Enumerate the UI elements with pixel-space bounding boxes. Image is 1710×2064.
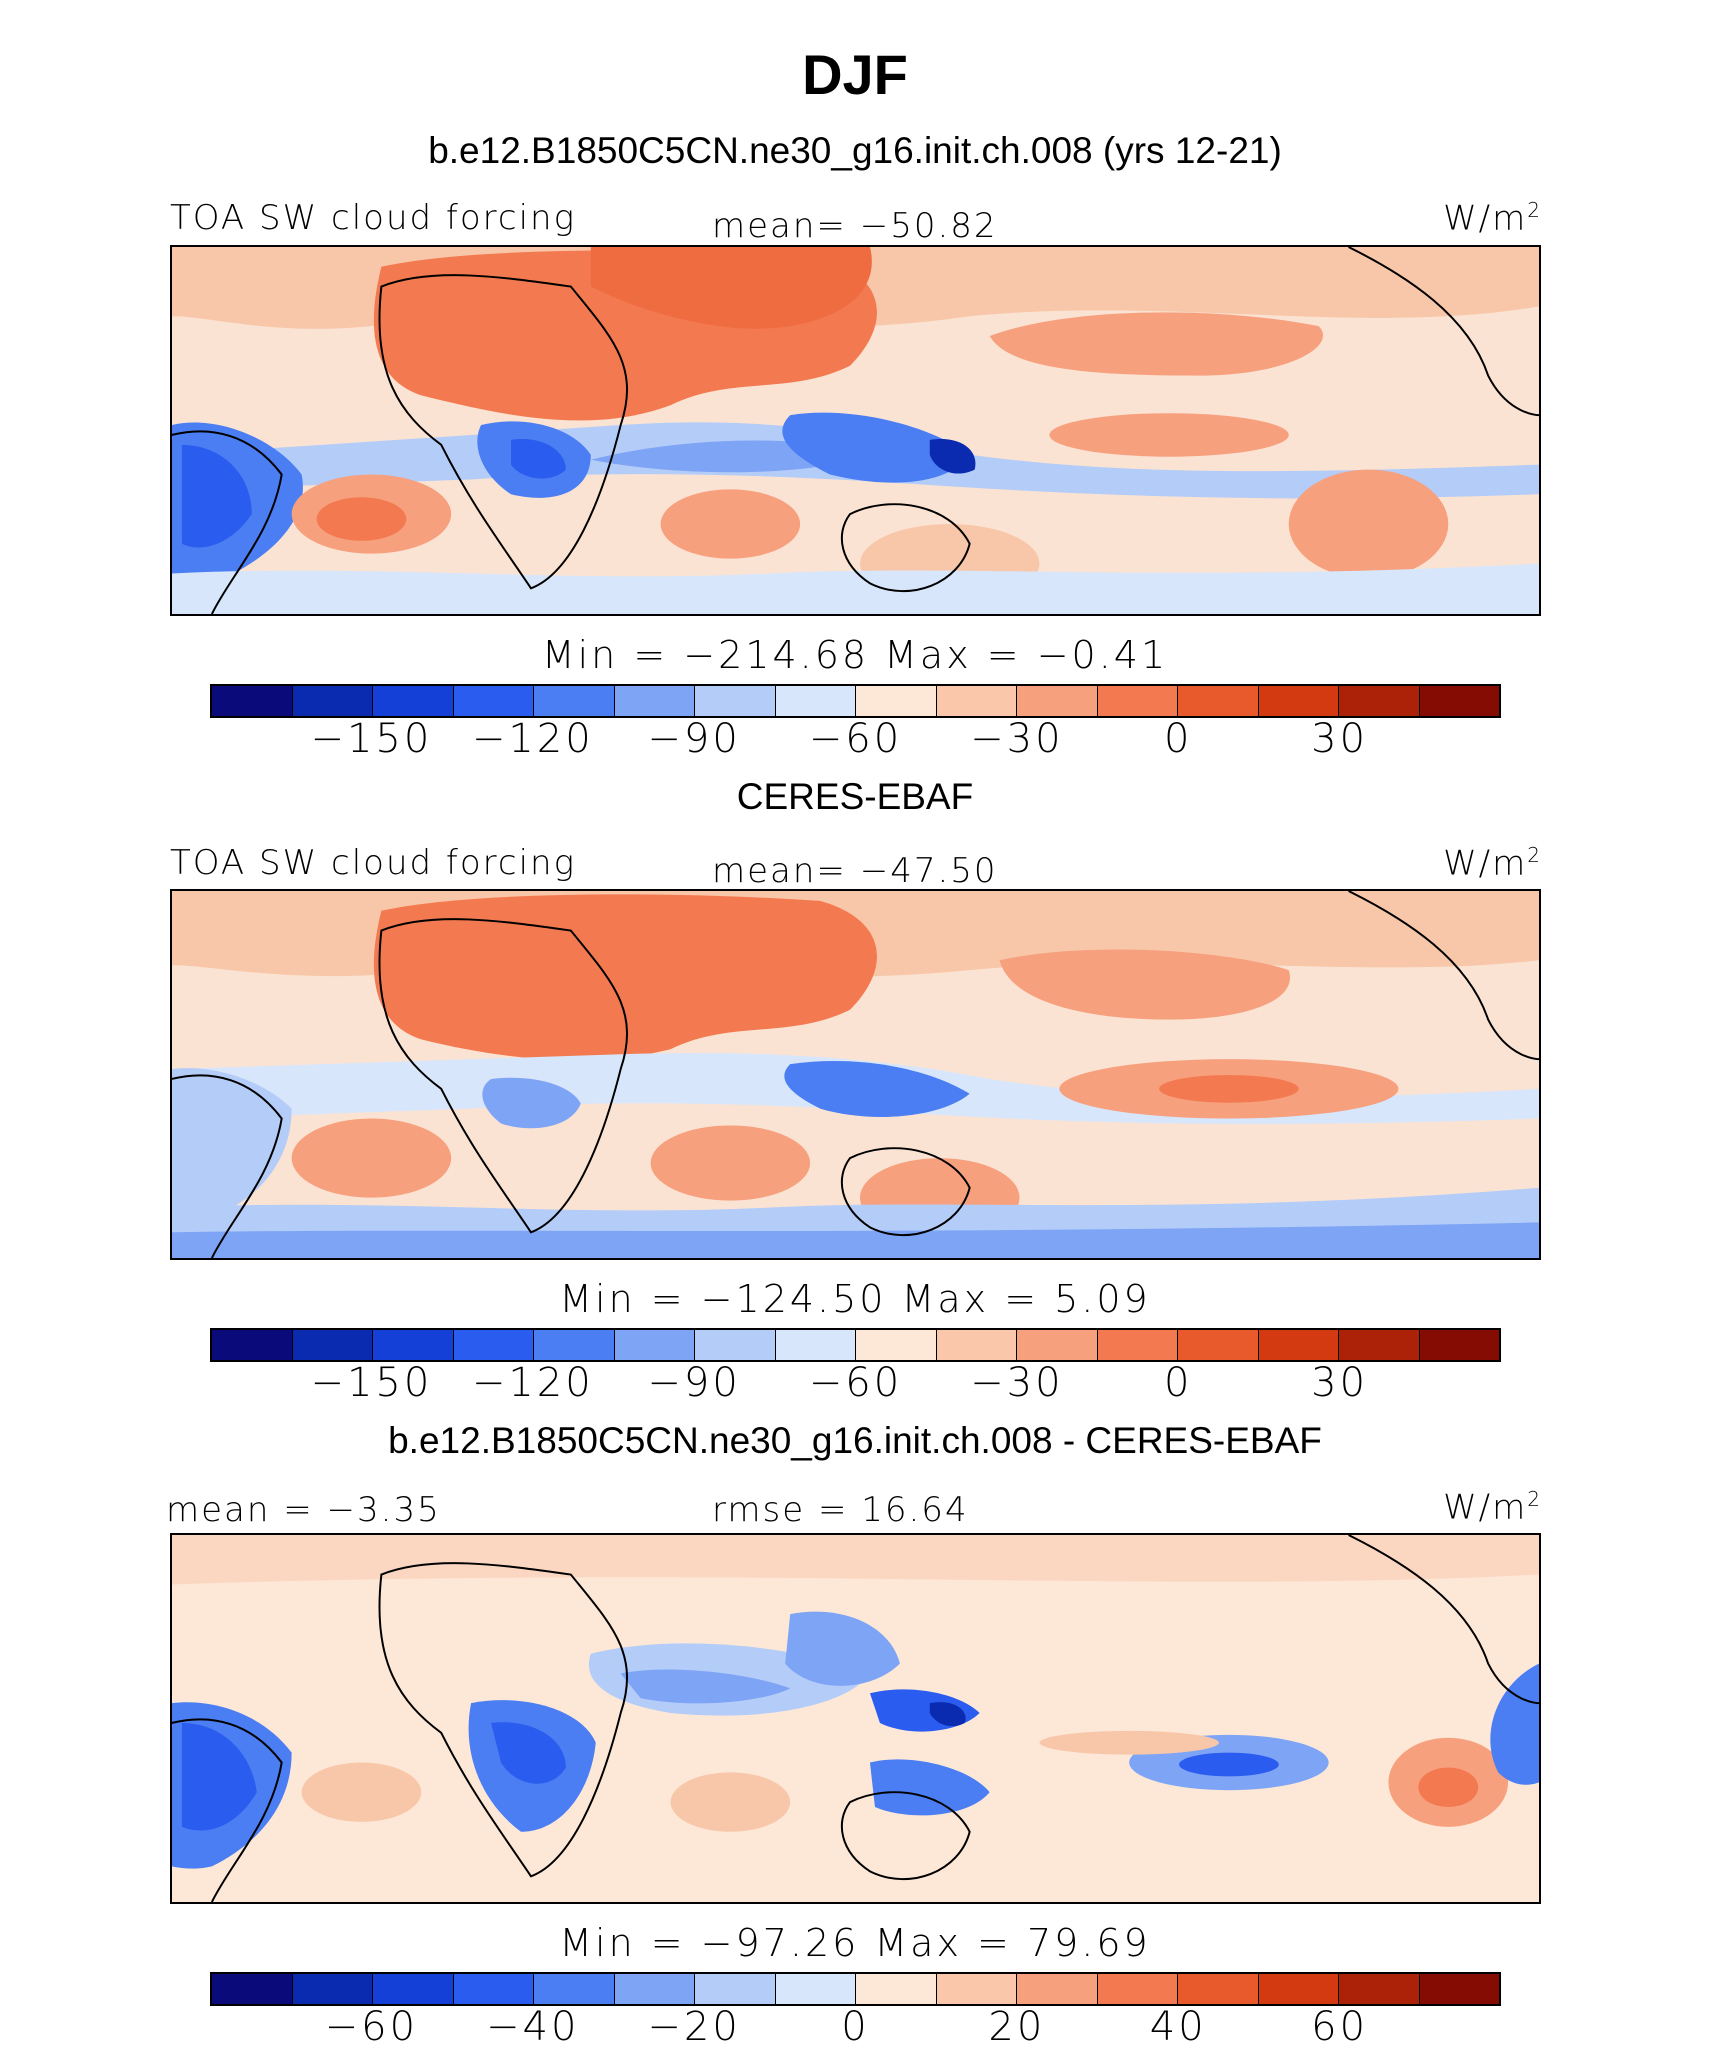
colorbar-tick-label: −90 [647,716,741,762]
colorbar-tick-label: 0 [1164,1360,1193,1406]
colorbar-tick-label: −150 [310,716,433,762]
colorbar-swatch [212,1974,293,2004]
colorbar-swatch [936,686,1017,716]
colorbar-swatch [856,1974,937,2004]
panel1-minmax: Min = −214.68 Max = −0.41 [541,633,1169,677]
colorbar-tick-label: −20 [647,2004,741,2050]
panel2-field-label: TOA SW cloud forcing [170,843,576,883]
colorbar-swatch [373,1330,454,1360]
colorbar-swatch [1339,686,1420,716]
colorbar-tick-label: −60 [808,1360,903,1406]
panel3-colorbar [210,1972,1501,2006]
panel3-mean-label: mean = −3.35 [166,1490,441,1530]
panel1-map-field [172,247,1539,614]
panel2-map-field [172,891,1539,1258]
panel3-subtitle: b.e12.B1850C5CN.ne30_g16.init.ch.008 - C… [388,1420,1322,1461]
colorbar-tick-label: −120 [471,1360,594,1406]
colorbar-swatch [453,686,534,716]
colorbar-swatch [695,686,776,716]
colorbar-swatch [775,1974,856,2004]
colorbar-swatch [534,1330,615,1360]
colorbar-tick-label: −30 [970,1360,1064,1406]
colorbar-tick-label: 0 [1164,716,1193,762]
colorbar-swatch [1097,1330,1178,1360]
colorbar-tick-label: −30 [970,716,1064,762]
panel3-unit-label: W/m2 [1443,1487,1542,1528]
colorbar-tick-label: 20 [988,2004,1046,2050]
panel3-map-field [172,1535,1539,1902]
colorbar-tick-label: −60 [808,716,903,762]
panel1-subtitle: b.e12.B1850C5CN.ne30_g16.init.ch.008 (yr… [428,130,1282,171]
colorbar-swatch [695,1330,776,1360]
colorbar-swatch [614,1330,695,1360]
colorbar-swatch [1339,1974,1420,2004]
colorbar-swatch [212,1330,293,1360]
colorbar-swatch [1419,686,1499,716]
colorbar-swatch [1178,1974,1259,2004]
colorbar-swatch [936,1974,1017,2004]
colorbar-tick-label: −60 [324,2004,419,2050]
panel2-colorbar-ticks: −150 −120 −90 −60 −30 0 30 [210,1360,1501,1408]
colorbar-swatch [453,1974,534,2004]
panel1-colorbar [210,684,1501,718]
panel3-minmax: Min = −97.26 Max = 79.69 [559,1921,1151,1965]
colorbar-swatch [1419,1974,1499,2004]
panel2-colorbar [210,1328,1501,1362]
colorbar-tick-label: 40 [1149,2004,1207,2050]
colorbar-tick-label: −90 [647,1360,741,1406]
panel3-colorbar-ticks: −60 −40 −20 0 20 40 60 [210,2004,1501,2052]
panel2-minmax: Min = −124.50 Max = 5.09 [559,1277,1151,1321]
colorbar-swatch [856,686,937,716]
colorbar-swatch [1017,1330,1098,1360]
panel2-mean-label: mean= −47.50 [712,851,998,891]
colorbar-swatch [1258,686,1339,716]
panel1-unit-label: W/m2 [1443,198,1542,239]
panel2-unit-label: W/m2 [1443,843,1542,884]
panel2-subtitle: CERES-EBAF [736,776,974,817]
colorbar-tick-label: 60 [1311,2004,1369,2050]
panel1-field-label: TOA SW cloud forcing [170,198,576,238]
colorbar-swatch [534,686,615,716]
panel2-map [170,889,1541,1260]
colorbar-swatch [936,1330,1017,1360]
colorbar-swatch [695,1974,776,2004]
colorbar-swatch [614,686,695,716]
colorbar-swatch [212,686,293,716]
colorbar-swatch [1097,686,1178,716]
colorbar-swatch [1258,1330,1339,1360]
colorbar-swatch [1258,1974,1339,2004]
colorbar-swatch [1097,1974,1178,2004]
colorbar-tick-label: −120 [471,716,594,762]
colorbar-swatch [856,1330,937,1360]
colorbar-swatch [373,1974,454,2004]
colorbar-tick-label: 30 [1311,716,1369,762]
panel3-rmse-label: rmse = 16.64 [712,1490,969,1530]
colorbar-swatch [1419,1330,1499,1360]
colorbar-swatch [775,1330,856,1360]
colorbar-swatch [775,686,856,716]
colorbar-swatch [453,1330,534,1360]
colorbar-swatch [614,1974,695,2004]
panel1-mean-label: mean= −50.82 [712,206,998,246]
colorbar-tick-label: 30 [1311,1360,1369,1406]
panel3-map [170,1533,1541,1904]
colorbar-swatch [1178,686,1259,716]
colorbar-swatch [292,1974,373,2004]
colorbar-tick-label: −150 [310,1360,433,1406]
colorbar-swatch [1178,1330,1259,1360]
colorbar-swatch [1339,1330,1420,1360]
colorbar-tick-label: −40 [486,2004,580,2050]
colorbar-swatch [292,1330,373,1360]
colorbar-swatch [373,686,454,716]
colorbar-swatch [1017,1974,1098,2004]
colorbar-swatch [1017,686,1098,716]
panel1-colorbar-ticks: −150 −120 −90 −60 −30 0 30 [210,716,1501,764]
colorbar-swatch [534,1974,615,2004]
panel1-map [170,245,1541,616]
colorbar-tick-label: 0 [841,2004,870,2050]
colorbar-swatch [292,686,373,716]
figure-title: DJF [802,43,908,106]
